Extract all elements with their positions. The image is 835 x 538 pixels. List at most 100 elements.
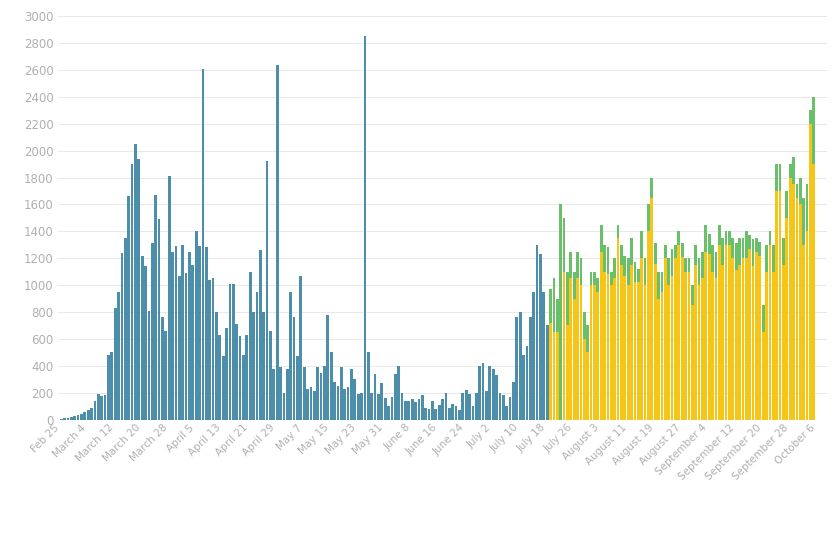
Bar [596, 279, 600, 292]
Bar [370, 393, 373, 420]
Bar [776, 164, 778, 191]
Bar [765, 245, 768, 420]
Bar [812, 97, 815, 420]
Bar [677, 231, 681, 420]
Bar [812, 97, 815, 164]
Bar [67, 418, 69, 420]
Bar [444, 393, 448, 420]
Bar [765, 245, 768, 272]
Bar [337, 386, 339, 420]
Bar [387, 406, 390, 420]
Bar [394, 374, 397, 420]
Bar [515, 317, 519, 420]
Bar [235, 324, 238, 420]
Bar [120, 253, 124, 420]
Bar [687, 258, 691, 420]
Bar [492, 369, 494, 420]
Bar [549, 289, 552, 420]
Bar [455, 406, 458, 420]
Bar [262, 312, 265, 420]
Bar [428, 409, 430, 420]
Bar [485, 392, 488, 420]
Bar [124, 238, 127, 420]
Bar [660, 272, 663, 292]
Bar [114, 308, 117, 420]
Bar [495, 376, 498, 420]
Bar [755, 238, 758, 420]
Bar [87, 409, 89, 420]
Bar [164, 331, 167, 420]
Bar [725, 231, 727, 245]
Bar [478, 366, 481, 420]
Bar [522, 355, 525, 420]
Bar [711, 245, 714, 420]
Bar [799, 178, 802, 420]
Bar [533, 292, 535, 420]
Bar [566, 272, 569, 420]
Bar [154, 195, 157, 420]
Bar [104, 395, 106, 420]
Bar [637, 269, 640, 420]
Bar [97, 394, 99, 420]
Bar [711, 245, 714, 272]
Bar [502, 395, 504, 420]
Bar [326, 315, 329, 420]
Bar [161, 317, 164, 420]
Bar [715, 252, 717, 279]
Bar [624, 256, 626, 420]
Bar [323, 366, 326, 420]
Bar [414, 402, 417, 420]
Bar [677, 231, 681, 245]
Bar [718, 225, 721, 420]
Bar [158, 220, 160, 420]
Bar [738, 238, 741, 265]
Bar [225, 328, 228, 420]
Bar [752, 239, 754, 420]
Bar [695, 245, 697, 265]
Bar [181, 245, 184, 420]
Bar [809, 110, 812, 420]
Bar [293, 317, 296, 420]
Bar [316, 367, 319, 420]
Bar [391, 397, 393, 420]
Bar [596, 279, 600, 420]
Bar [617, 225, 620, 238]
Bar [792, 158, 795, 420]
Bar [458, 410, 461, 420]
Bar [748, 236, 751, 249]
Bar [553, 279, 555, 332]
Bar [644, 258, 646, 420]
Bar [465, 390, 468, 420]
Bar [127, 196, 130, 420]
Bar [701, 252, 704, 420]
Bar [674, 245, 677, 420]
Bar [539, 254, 542, 420]
Bar [215, 312, 218, 420]
Bar [789, 164, 792, 178]
Bar [245, 335, 248, 420]
Bar [208, 280, 211, 420]
Bar [242, 355, 245, 420]
Bar [117, 292, 120, 420]
Bar [573, 272, 575, 420]
Bar [755, 238, 758, 252]
Bar [482, 363, 484, 420]
Bar [279, 367, 282, 420]
Bar [519, 312, 522, 420]
Bar [640, 231, 643, 258]
Bar [229, 284, 231, 420]
Bar [266, 161, 268, 420]
Bar [441, 399, 444, 420]
Bar [259, 250, 261, 420]
Bar [384, 398, 387, 420]
Bar [802, 197, 805, 245]
Bar [586, 325, 589, 352]
Bar [674, 245, 677, 258]
Bar [576, 252, 579, 279]
Bar [782, 238, 785, 265]
Bar [583, 312, 585, 339]
Bar [654, 243, 656, 420]
Bar [407, 401, 410, 420]
Bar [198, 246, 201, 420]
Bar [138, 159, 140, 420]
